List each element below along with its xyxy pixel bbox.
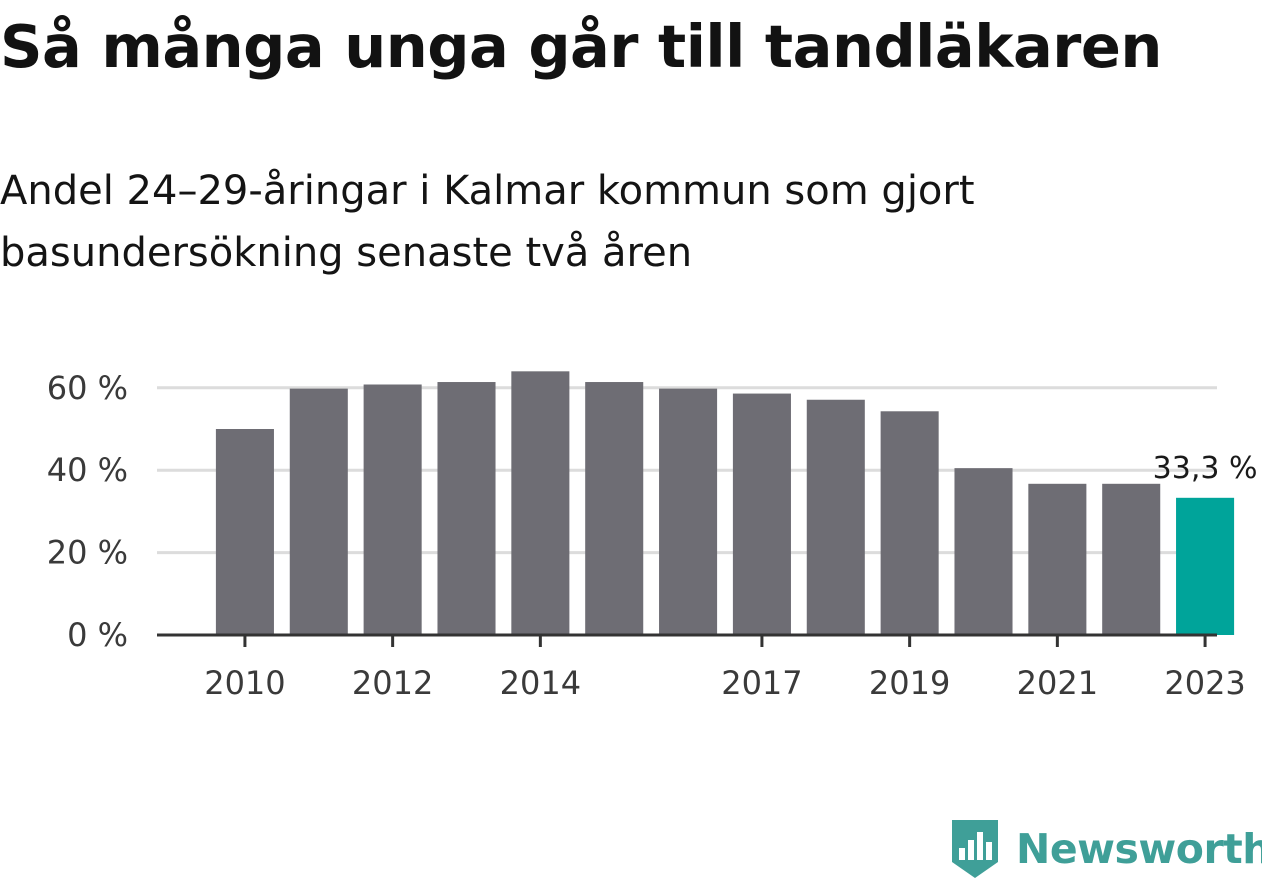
data-labels: 33,3 % [1153, 451, 1258, 486]
bar-2014 [511, 371, 570, 635]
bar-2021 [1028, 483, 1087, 635]
y-tick-label: 60 % [47, 369, 128, 407]
y-tick-label: 0 % [67, 616, 128, 654]
x-tick-label: 2014 [500, 664, 581, 702]
y-axis-ticks: 0 % 20 % 40 % 60 % [47, 369, 128, 654]
bar-highlight-2023 [1176, 497, 1235, 635]
bar-2015 [585, 382, 644, 635]
data-label-highlight: 33,3 % [1153, 451, 1258, 486]
y-tick-label: 40 % [47, 451, 128, 489]
bar-2018 [806, 399, 865, 635]
x-axis-ticks: 2010 2012 2014 2017 2019 2021 2023 [204, 635, 1246, 702]
x-tick-label: 2010 [204, 664, 285, 702]
x-tick-label: 2012 [352, 664, 433, 702]
x-tick-label: 2017 [721, 664, 802, 702]
chart-subtitle: Andel 24–29-åringar i Kalmar kommun som … [0, 168, 975, 276]
bar-2022 [1102, 483, 1161, 635]
newsworthy-logo: Newsworthy [950, 818, 1262, 880]
x-tick-label: 2023 [1164, 664, 1245, 702]
bars [215, 371, 1235, 635]
bar-2017 [732, 393, 791, 635]
chart-title: Så många unga går till tandläkaren [0, 12, 1162, 81]
bar-2020 [954, 468, 1013, 635]
bar-2016 [659, 388, 718, 635]
x-tick-label: 2019 [869, 664, 950, 702]
newsworthy-logo-icon [952, 820, 998, 878]
x-tick-label: 2021 [1017, 664, 1098, 702]
bar-2011 [289, 388, 348, 635]
brand-name: Newsworthy [1016, 825, 1262, 873]
y-tick-label: 20 % [47, 534, 128, 572]
bar-2013 [437, 382, 496, 635]
bar-2010 [215, 429, 274, 635]
bar-2019 [880, 411, 939, 635]
bar-2012 [363, 384, 422, 635]
